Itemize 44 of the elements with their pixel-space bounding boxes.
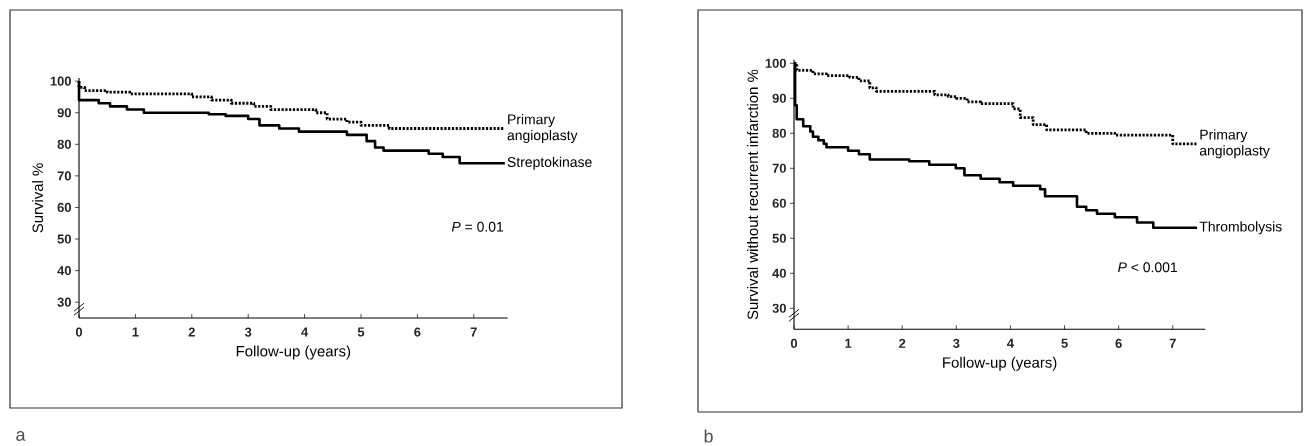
- y-tick-label: 50: [57, 234, 71, 244]
- y-tick-label: 70: [772, 163, 786, 173]
- y-tick-label: 50: [772, 233, 786, 243]
- series-label: Primary angioplasty: [507, 114, 578, 143]
- y-tick-label: 100: [50, 76, 71, 86]
- x-tick-label: 0: [75, 327, 83, 337]
- x-tick-label: 0: [790, 338, 798, 348]
- y-tick-label: 90: [57, 108, 71, 118]
- y-tick-label: 40: [772, 268, 786, 278]
- series-label: Thrombolysis: [1199, 221, 1282, 235]
- y-tick-label: 100: [765, 58, 786, 68]
- text: a: [16, 431, 26, 441]
- series-label: Streptokinase: [507, 156, 592, 170]
- x-tick-label: 7: [470, 327, 477, 337]
- x-tick-label: 5: [357, 327, 365, 337]
- x-tick-label: 1: [845, 338, 852, 348]
- x-tick-label: 6: [414, 327, 421, 337]
- series-label: Primary angioplasty: [1199, 129, 1270, 159]
- y-tick-label: 70: [57, 171, 71, 181]
- y-tick-label: 60: [57, 202, 71, 213]
- x-tick-label: 4: [1007, 338, 1014, 348]
- x-tick-label: 4: [301, 327, 309, 337]
- x-tick-label: 6: [1115, 338, 1122, 348]
- x-tick-label: 5: [1061, 338, 1068, 348]
- y-tick-label: 80: [772, 128, 786, 138]
- x-tick-label: 7: [1169, 338, 1176, 348]
- y-tick-label: 30: [772, 303, 786, 313]
- y-axis-title: Survival %: [32, 163, 44, 233]
- y-tick-label: 90: [772, 93, 786, 103]
- x-tick-label: 3: [244, 327, 252, 337]
- x-tick-label: 1: [132, 327, 139, 337]
- annotation: P < 0.001: [1118, 262, 1177, 273]
- y-tick-label: 30: [57, 297, 71, 307]
- y-axis-title: Survival without recurrent infarction %: [747, 69, 759, 320]
- x-axis-title: Follow-up (years): [236, 345, 351, 360]
- y-tick-label: 40: [57, 266, 71, 276]
- x-axis-title: Follow-up (years): [943, 356, 1057, 371]
- x-tick-label: 2: [188, 327, 195, 337]
- text: b: [704, 429, 713, 443]
- y-tick-label: 80: [57, 139, 71, 149]
- x-tick-label: 2: [899, 338, 906, 348]
- annotation: P = 0.01: [451, 221, 504, 232]
- y-tick-label: 60: [772, 198, 786, 208]
- x-tick-label: 3: [953, 338, 960, 348]
